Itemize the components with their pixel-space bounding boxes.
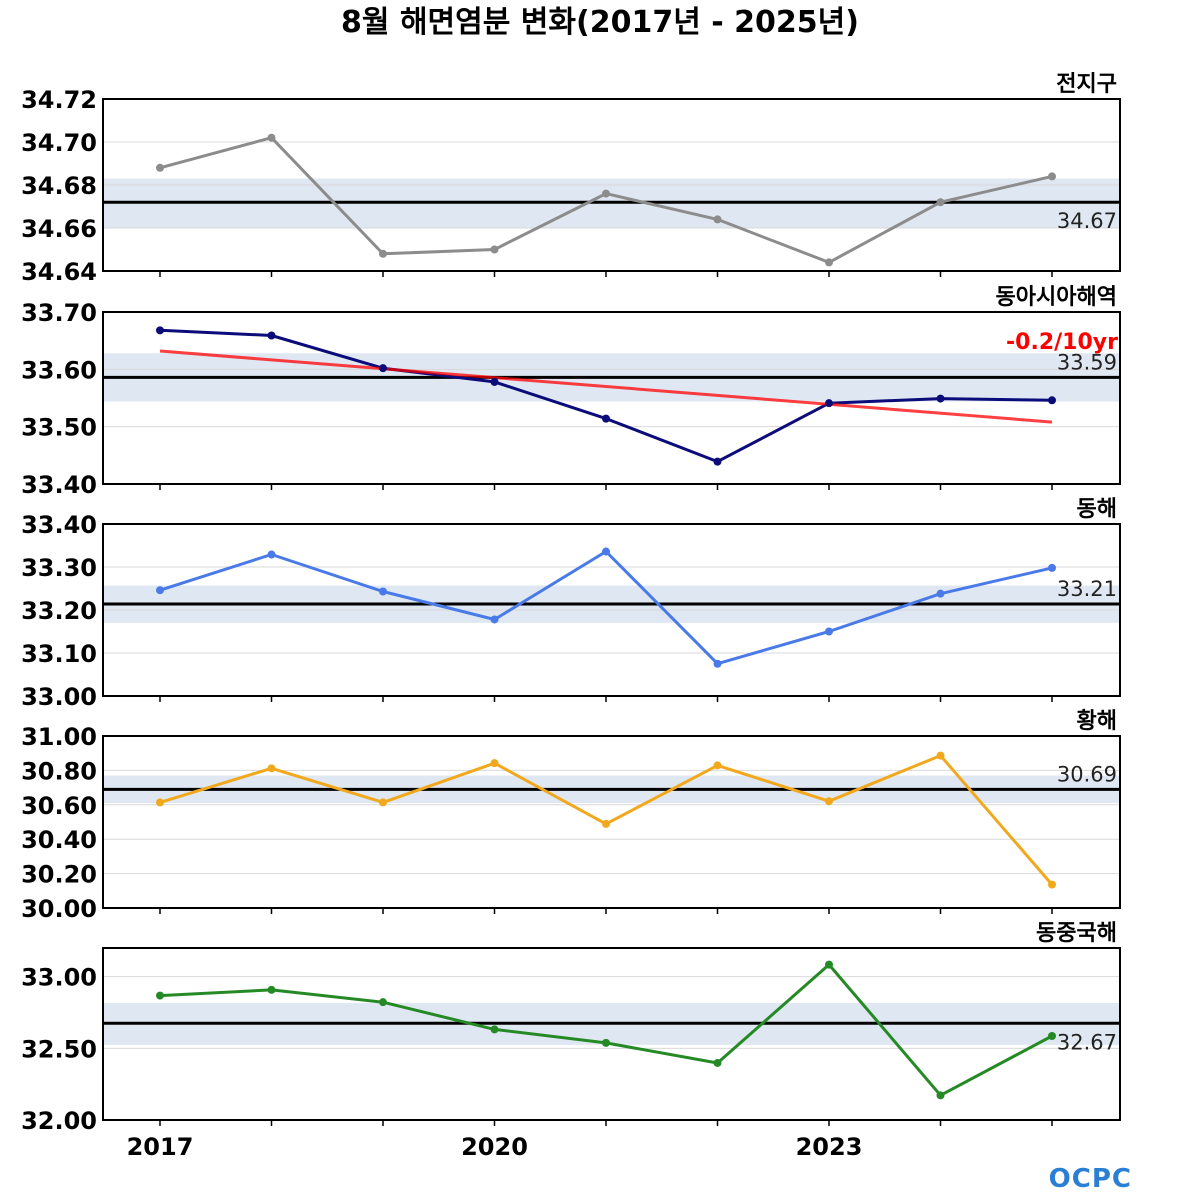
- data-point-2023: [825, 399, 833, 408]
- data-point-2021: [602, 1038, 610, 1047]
- data-point-2020: [490, 245, 499, 254]
- panel-title: 동중국해: [1036, 921, 1117, 946]
- data-point-2022: [713, 659, 722, 668]
- data-point-2020: [490, 759, 499, 768]
- panel-frame: [102, 523, 1121, 697]
- data-point-2020: [490, 1025, 499, 1034]
- data-point-2017: [156, 586, 164, 595]
- data-point-2018: [267, 764, 276, 773]
- y-tick-label: 33.00: [21, 683, 97, 711]
- y-tick-label: 31.00: [21, 723, 97, 751]
- x-tick-label: 2017: [127, 1133, 194, 1161]
- y-tick-label: 30.60: [21, 792, 97, 820]
- data-point-2019: [379, 798, 387, 807]
- y-tick-label: 30.20: [21, 861, 97, 889]
- data-point-2018: [267, 331, 276, 340]
- data-point-2019: [379, 249, 387, 258]
- data-point-2020: [490, 615, 499, 624]
- data-point-2023: [825, 258, 833, 267]
- data-point-2022: [713, 457, 722, 466]
- data-point-2025: [1048, 880, 1056, 889]
- data-point-2019: [379, 587, 387, 596]
- data-point-2024: [936, 198, 945, 207]
- y-tick-label: 33.40: [21, 471, 97, 499]
- data-point-2024: [936, 394, 945, 403]
- data-point-2017: [156, 163, 164, 172]
- panel-2: 33.40 33.30 33.20 33.10 33.00 동해 33.21: [21, 497, 1121, 711]
- y-tick-label: 33.00: [21, 964, 97, 992]
- data-point-2021: [602, 189, 610, 198]
- data-point-2021: [602, 819, 610, 828]
- data-point-2022: [713, 1058, 722, 1067]
- data-point-2025: [1048, 172, 1056, 181]
- data-point-2019: [379, 998, 387, 1007]
- y-tick-label: 32.00: [21, 1107, 97, 1135]
- data-point-2017: [156, 798, 164, 807]
- data-point-2022: [713, 761, 722, 770]
- panel-title: 전지구: [1056, 72, 1117, 97]
- chart-title: 8월 해면염분 변화(2017년 - 2025년): [341, 5, 859, 40]
- panel-frame: [102, 98, 1121, 272]
- y-tick-label: 34.66: [21, 215, 97, 243]
- data-point-2020: [490, 377, 499, 386]
- logo-text: OCPC: [1049, 1164, 1132, 1194]
- y-tick-label: 30.40: [21, 826, 97, 854]
- trend-line: [159, 349, 1053, 424]
- y-tick-label: 30.00: [21, 895, 97, 923]
- data-point-2023: [825, 797, 833, 806]
- data-point-2022: [713, 215, 722, 224]
- data-point-2024: [936, 1091, 945, 1100]
- ocpc-logo: OCPC: [1049, 1164, 1132, 1194]
- data-point-2025: [1048, 1032, 1056, 1041]
- y-tick-label: 33.40: [21, 511, 97, 539]
- data-point-2025: [1048, 396, 1056, 405]
- y-tick-label: 34.68: [21, 172, 97, 200]
- x-tick-label: 2020: [461, 1133, 528, 1161]
- x-axis: 2017 2020 2023: [127, 1133, 863, 1161]
- panel-title: 동해: [1077, 497, 1117, 522]
- y-tick-label: 33.20: [21, 597, 97, 625]
- panel-0: 34.72 34.70 34.68 34.66 34.64 전지구 34.67: [21, 72, 1121, 286]
- data-point-2018: [267, 985, 276, 994]
- mean-value-label: 32.67: [1057, 1030, 1117, 1054]
- panel-title: 동아시아해역: [996, 285, 1117, 310]
- x-tick-label: 2023: [796, 1133, 863, 1161]
- y-tick-label: 34.70: [21, 129, 97, 157]
- y-tick-label: 34.64: [21, 258, 97, 286]
- data-point-2018: [267, 550, 276, 559]
- data-point-2025: [1048, 563, 1056, 572]
- data-point-2023: [825, 627, 833, 636]
- data-point-2024: [936, 751, 945, 760]
- y-tick-label: 33.60: [21, 356, 97, 384]
- panel-3: 31.00 30.80 30.60 30.40 30.20 30.00 황해 30.69: [21, 709, 1121, 923]
- panel-frame: [102, 311, 1121, 485]
- mean-value-label: 30.69: [1057, 762, 1117, 786]
- data-point-2024: [936, 589, 945, 598]
- y-tick-label: 33.50: [21, 414, 97, 442]
- panel-title: 황해: [1077, 709, 1117, 734]
- mean-value-label: 34.67: [1057, 209, 1117, 233]
- y-tick-label: 33.70: [21, 299, 97, 327]
- data-point-2021: [602, 547, 610, 556]
- y-tick-label: 33.30: [21, 554, 97, 582]
- panel-1: 33.70 33.60 33.50 33.40 동아시아해역 33.59-0.2/10yr: [21, 285, 1121, 499]
- mean-value-label: 33.21: [1057, 577, 1117, 601]
- panels: 34.7234.7034.6834.6634.64전지구34.6733.7033…: [21, 72, 1121, 1135]
- data-point-2019: [379, 364, 387, 373]
- data-point-2017: [156, 326, 164, 335]
- y-tick-label: 30.80: [21, 757, 97, 785]
- panel-4: 33.00 32.50 32.00 동중국해 32.67: [21, 921, 1121, 1135]
- y-tick-label: 34.72: [21, 86, 97, 114]
- mean-value-label: 33.59: [1057, 350, 1117, 374]
- panel-frame: [102, 735, 1121, 909]
- data-point-2023: [825, 960, 833, 969]
- panel-frame: [102, 947, 1121, 1121]
- y-tick-label: 32.50: [21, 1035, 97, 1063]
- y-tick-label: 33.10: [21, 640, 97, 668]
- data-point-2017: [156, 991, 164, 1000]
- data-point-2018: [267, 133, 276, 142]
- trend-label: -0.2/10yr: [1006, 330, 1118, 355]
- data-point-2021: [602, 414, 610, 423]
